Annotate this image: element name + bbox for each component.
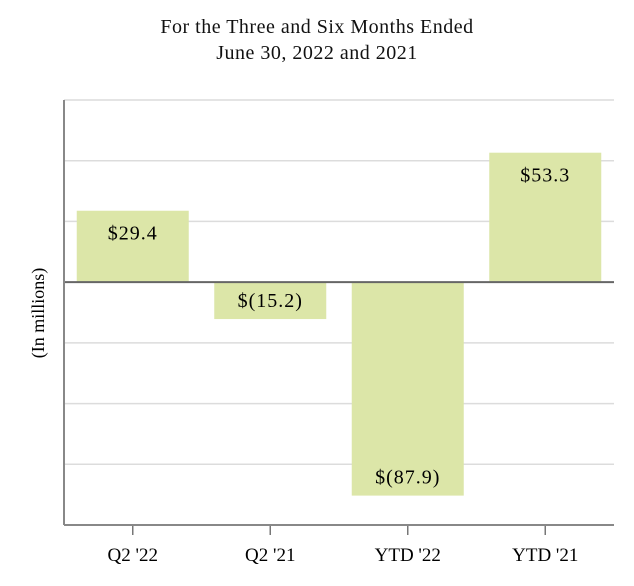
- bar-1: [214, 282, 327, 320]
- chart-title-line-1: For the Three and Six Months Ended: [160, 16, 474, 38]
- data-labels: $29.4 $(15.2) $(87.9) $53.3: [108, 165, 570, 489]
- x-tick-labels: Q2 '22 Q2 '21 YTD '22 YTD '21: [108, 545, 579, 566]
- data-label: $(15.2): [238, 290, 303, 312]
- data-label: $(87.9): [375, 467, 440, 489]
- bar-3: [489, 152, 602, 283]
- bar-0: [76, 210, 189, 283]
- bars: [76, 152, 602, 496]
- x-tick-label: Q2 '21: [245, 545, 295, 566]
- x-tick-label: Q2 '22: [108, 545, 158, 566]
- x-tick-label: YTD '21: [512, 545, 578, 566]
- chart-title-line-2: June 30, 2022 and 2021: [216, 42, 418, 64]
- data-label: $53.3: [520, 165, 570, 187]
- axes: [63, 100, 614, 535]
- y-axis-label: (In millions): [28, 268, 49, 359]
- data-label: $29.4: [108, 223, 158, 245]
- bar-2: [351, 282, 464, 496]
- x-tick-label: YTD '22: [375, 545, 441, 566]
